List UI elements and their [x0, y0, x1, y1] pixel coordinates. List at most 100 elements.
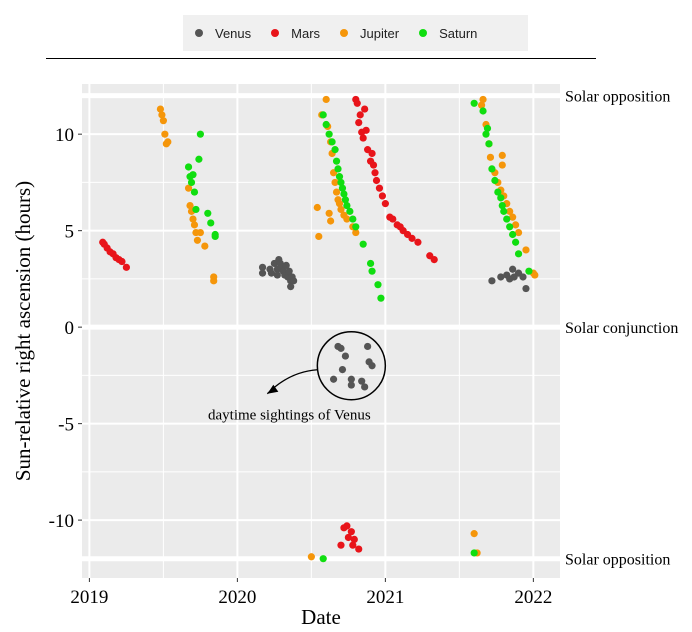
legend-label-saturn: Saturn: [439, 25, 478, 41]
jupiter-point: [184, 184, 193, 192]
saturn-point: [512, 238, 520, 246]
saturn-point: [500, 207, 508, 215]
saturn-point: [319, 555, 327, 563]
saturn-point: [366, 259, 375, 268]
jupiter-point: [201, 242, 209, 250]
mars-point: [356, 111, 364, 119]
saturn-point: [338, 184, 347, 192]
x-tick-label: 2021: [366, 587, 404, 608]
saturn-point: [377, 294, 385, 302]
legend-swatch-jupiter: [340, 29, 349, 37]
jupiter-point: [531, 271, 539, 279]
jupiter-point: [313, 203, 321, 212]
x-tick-label: 2020: [218, 587, 256, 608]
venus-point: [258, 263, 267, 271]
mars-point: [372, 176, 381, 185]
mars-point: [361, 105, 369, 113]
mars-point: [353, 99, 361, 107]
saturn-point: [509, 230, 517, 239]
reference-line-label: Solar conjunction: [565, 320, 678, 337]
legend-label-mars: Mars: [291, 25, 321, 41]
jupiter-point: [189, 215, 197, 223]
y-tick-label: 0: [65, 318, 75, 339]
venus-point: [519, 273, 527, 281]
venus-point: [338, 365, 347, 374]
legend-swatch-saturn: [419, 29, 428, 37]
saturn-point: [196, 130, 204, 138]
mars-point: [408, 234, 416, 242]
mars-point: [118, 257, 126, 266]
venus-point: [364, 342, 372, 351]
annotation-circle: [316, 330, 387, 401]
saturn-point: [368, 267, 376, 275]
venus-point: [497, 273, 505, 281]
venus-point: [287, 283, 295, 291]
saturn-point: [470, 549, 478, 557]
venus-point: [273, 271, 281, 279]
venus-point: [347, 381, 355, 389]
saturn-point: [204, 209, 212, 217]
saturn-point: [488, 165, 496, 173]
saturn-point: [332, 157, 341, 165]
jupiter-point: [190, 221, 199, 229]
saturn-point: [514, 250, 523, 258]
mars-point: [337, 541, 345, 549]
saturn-point: [352, 223, 360, 231]
saturn-point: [192, 205, 200, 214]
saturn-point: [482, 130, 490, 138]
venus-point: [358, 377, 366, 385]
x-axis-ticks: 2019 2020 2021 2022: [70, 578, 552, 608]
mars-point: [430, 256, 438, 264]
jupiter-point: [327, 217, 335, 225]
saturn-point: [334, 165, 342, 173]
jupiter-point: [331, 178, 339, 187]
saturn-point: [506, 223, 514, 231]
venus-point: [282, 261, 290, 269]
saturn-point: [483, 124, 492, 132]
jupiter-point: [477, 101, 486, 109]
legend-swatch-venus: [195, 29, 203, 37]
mars-point: [369, 161, 378, 169]
y-tick-label: 10: [55, 125, 74, 146]
saturn-point: [187, 178, 196, 187]
saturn-point: [525, 267, 533, 275]
legend-label-jupiter: Jupiter: [360, 25, 400, 41]
jupiter-point: [498, 151, 506, 159]
mars-point: [378, 192, 387, 200]
venus-point: [522, 284, 530, 293]
jupiter-point: [343, 215, 351, 223]
mars-point: [122, 263, 130, 271]
jupiter-point: [186, 201, 194, 210]
saturn-point: [340, 190, 348, 198]
mars-point: [381, 200, 389, 208]
annotation: daytime sightings of Venus: [208, 330, 387, 424]
saturn-point: [359, 240, 367, 248]
saturn-point: [491, 176, 499, 185]
saturn-point: [189, 171, 197, 179]
mars-point: [344, 533, 352, 542]
jupiter-point: [509, 213, 517, 221]
venus-point: [341, 352, 350, 360]
jupiter-point: [322, 95, 330, 104]
saturn-point: [343, 201, 351, 210]
mars-point: [414, 238, 422, 246]
mars-point: [343, 522, 351, 530]
saturn-point: [346, 207, 354, 215]
venus-point: [337, 344, 345, 352]
saturn-point: [211, 232, 219, 241]
jupiter-point: [506, 207, 514, 215]
reference-line-label: Solar opposition: [565, 89, 670, 106]
jupiter-point: [512, 221, 520, 229]
legend-item-venus: Venus: [195, 26, 251, 41]
legend: Venus Mars Jupiter Saturn: [183, 15, 528, 51]
saturn-point: [190, 188, 199, 196]
mars-point: [350, 535, 358, 544]
mars-point: [375, 184, 384, 192]
saturn-point: [325, 130, 333, 138]
venus-point: [267, 269, 276, 277]
saturn-point: [184, 163, 193, 171]
venus-point: [285, 267, 293, 275]
saturn-point: [337, 178, 345, 187]
jupiter-point: [486, 153, 495, 161]
